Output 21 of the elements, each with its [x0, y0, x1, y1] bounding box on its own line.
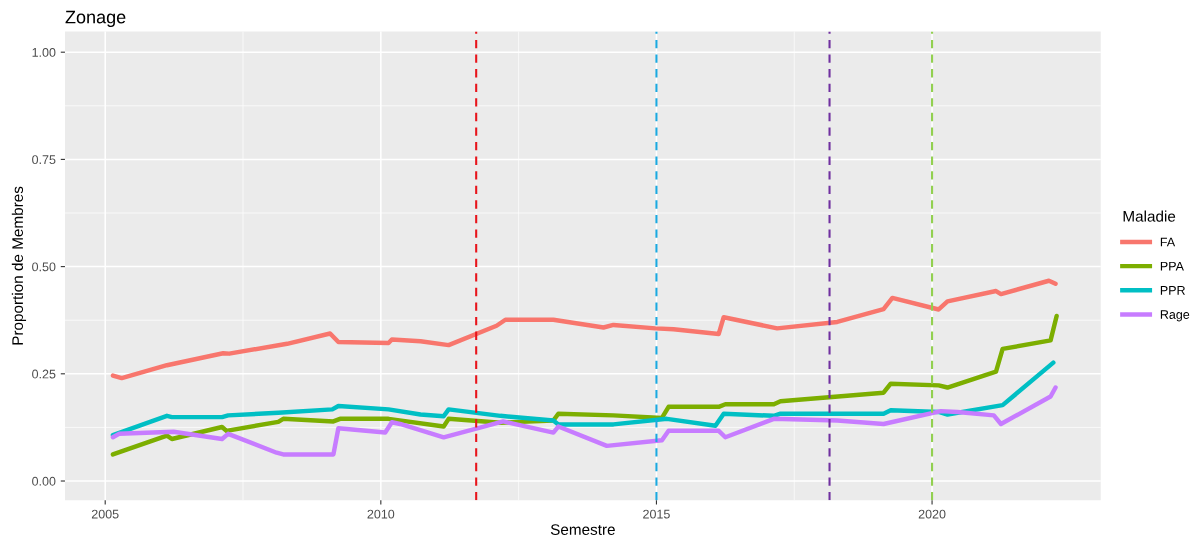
y-tick-label: 0.50: [32, 262, 56, 272]
y-tick-label: 0.75: [32, 155, 56, 165]
x-tick-label: 2010: [367, 509, 395, 519]
y-tick-label: 1.00: [32, 47, 56, 57]
legend-label: PPA: [1160, 261, 1184, 271]
line-series: [110, 313, 1059, 457]
y-axis-title: Proportion de Membres: [11, 186, 27, 345]
y-tick-label: 0.25: [32, 369, 56, 379]
legend-label: PPR: [1160, 286, 1185, 295]
x-tick-label: 2015: [643, 509, 670, 519]
x-axis-title: Semestre: [550, 524, 615, 535]
legend-label: FA: [1160, 237, 1176, 247]
legend-title: Maladie: [1123, 210, 1176, 222]
line-series: [110, 385, 1058, 457]
x-tick-label: 2020: [918, 509, 946, 519]
legend-label: Rage: [1160, 310, 1190, 322]
x-tick-label: 2005: [91, 509, 119, 519]
y-tick-label: 0.00: [32, 476, 56, 486]
line-series: [110, 360, 1056, 438]
line-series: [110, 278, 1058, 381]
chart-title: Zonage: [65, 10, 126, 28]
